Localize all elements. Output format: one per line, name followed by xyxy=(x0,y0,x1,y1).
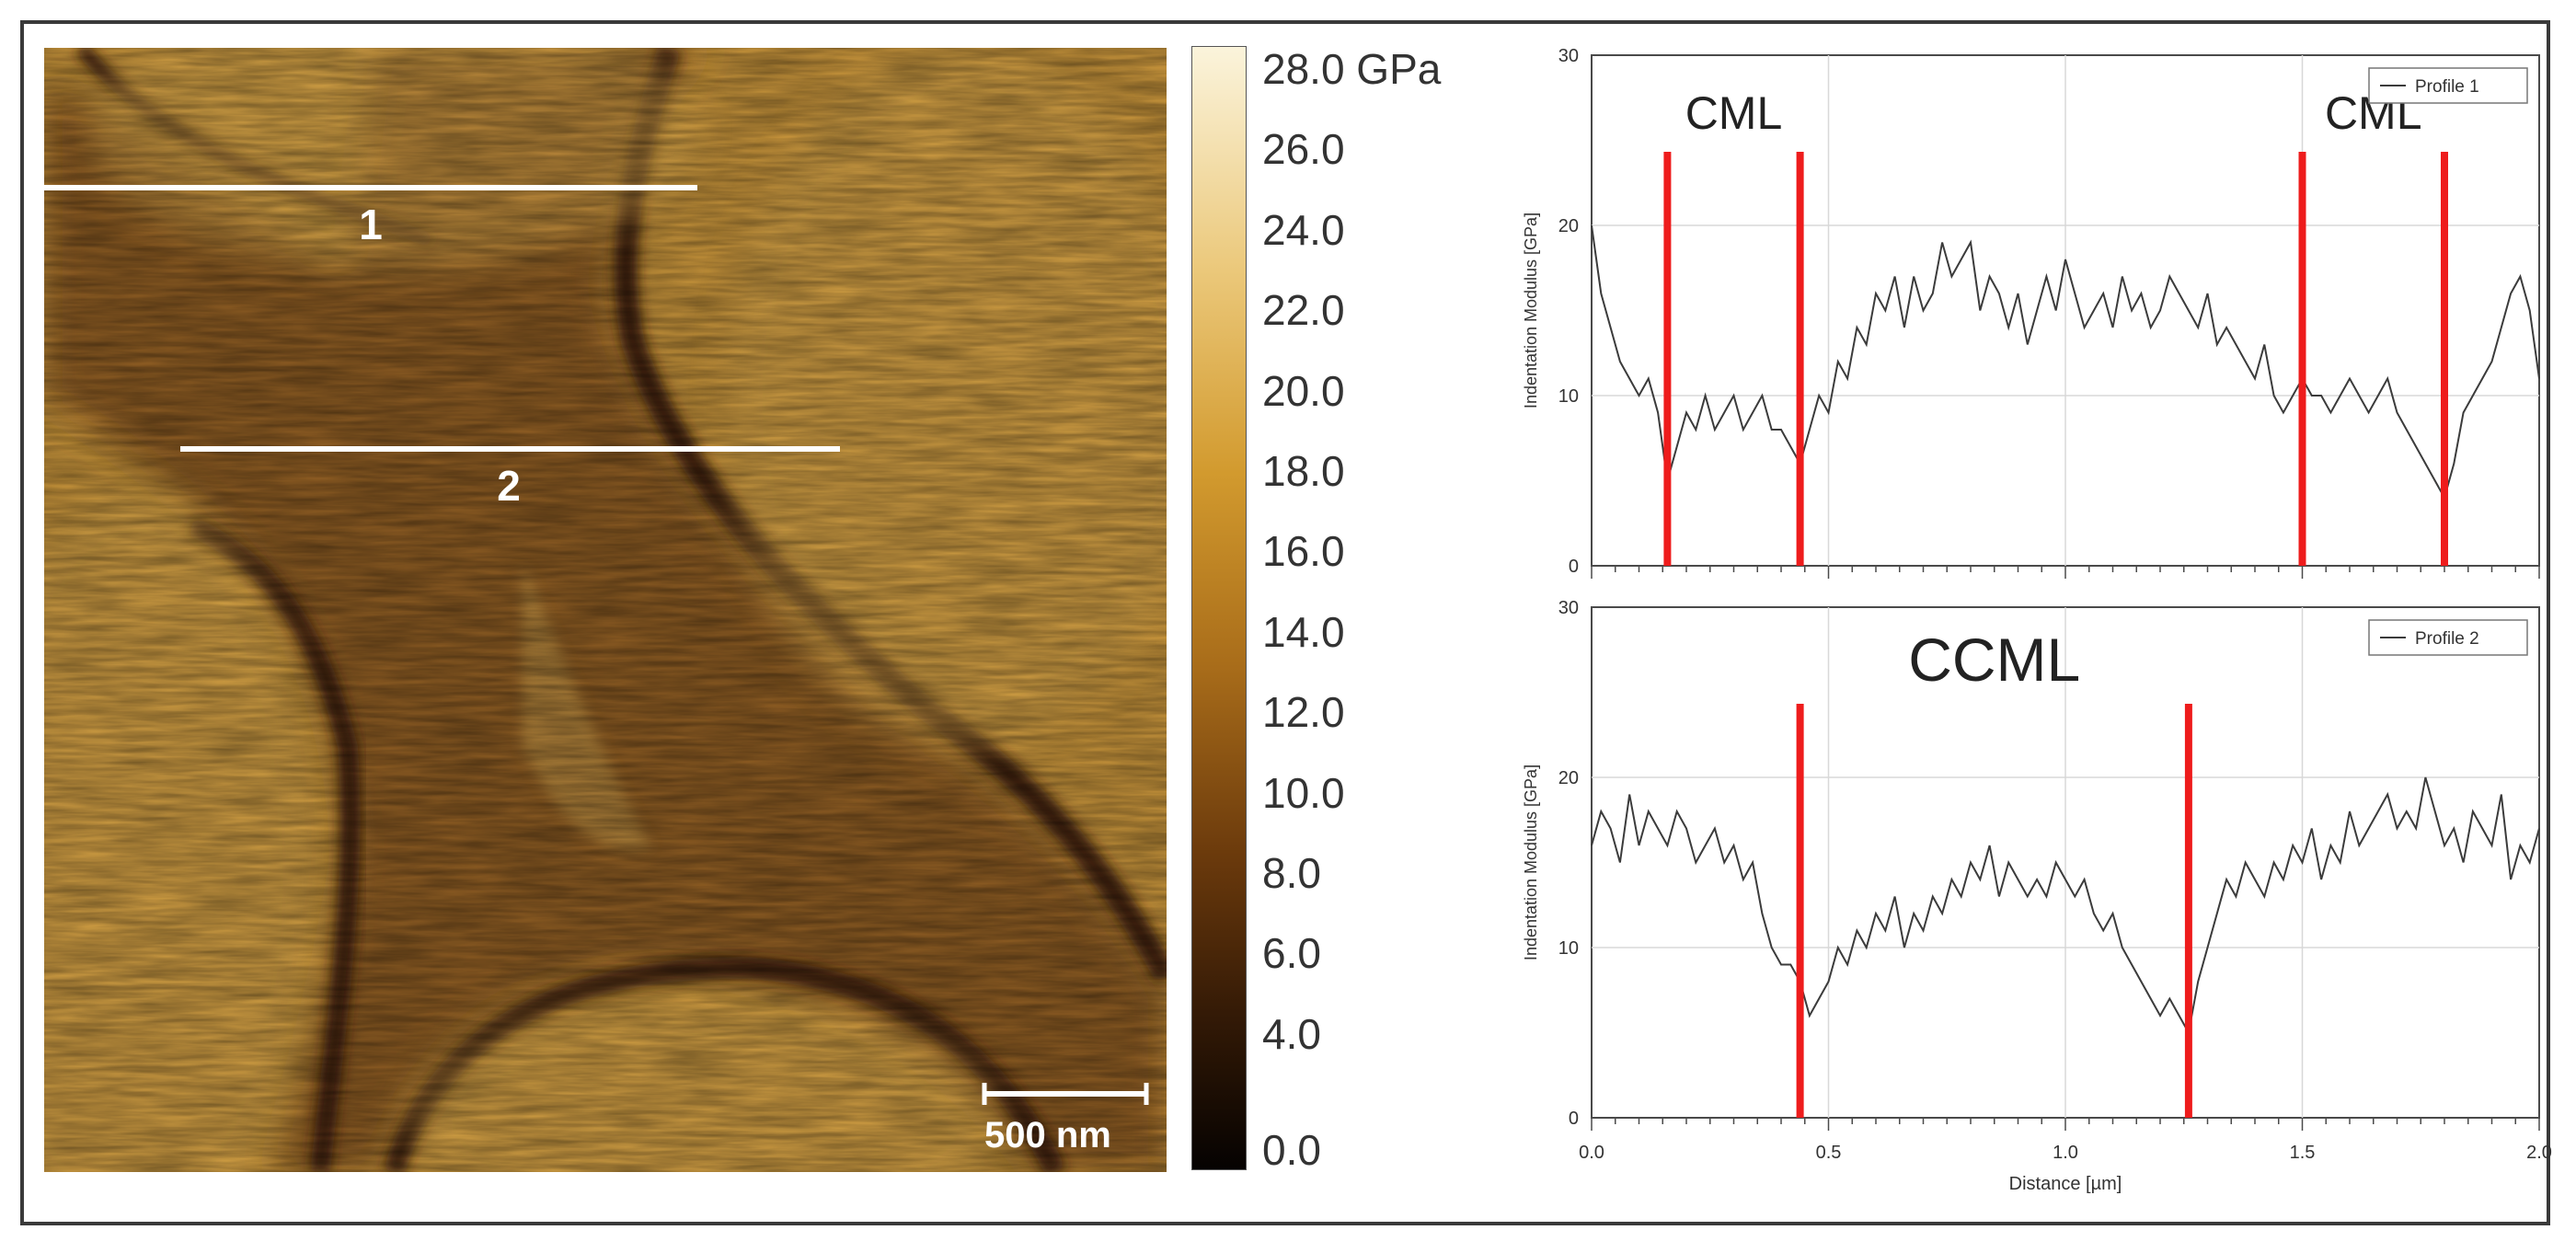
colorbar-title: 28.0 GPa xyxy=(1262,45,1442,93)
x-tick-label: 0.5 xyxy=(1816,1143,1842,1163)
colorbar xyxy=(1191,46,1247,1170)
y-tick-label: 10 xyxy=(1558,938,1579,959)
y-tick-label: 30 xyxy=(1558,598,1579,618)
colorbar-tick: 14.0 xyxy=(1262,608,1345,656)
colorbar-tick: 0.0 xyxy=(1262,1126,1321,1174)
colorbar-tick: 18.0 xyxy=(1262,447,1345,495)
y-tick-label: 0 xyxy=(1569,1109,1579,1129)
figure-frame xyxy=(20,20,2550,1225)
colorbar-tick: 24.0 xyxy=(1262,206,1345,254)
colorbar-tick: 16.0 xyxy=(1262,527,1345,575)
y-tick-label: 20 xyxy=(1558,216,1579,236)
y-tick-label: 20 xyxy=(1558,768,1579,788)
profile-line-2-label: 2 xyxy=(497,462,521,510)
x-tick-label: 1.0 xyxy=(2053,1143,2078,1163)
y-axis-label: Indentation Modulus [GPa] xyxy=(1522,764,1540,960)
y-axis-label: Indentation Modulus [GPa] xyxy=(1522,213,1540,408)
colorbar-tick: 12.0 xyxy=(1262,688,1345,736)
region-label: CML xyxy=(1685,87,1783,139)
profile-line-1-label: 1 xyxy=(359,201,383,248)
x-tick-label: 1.5 xyxy=(2290,1143,2316,1163)
colorbar-tick: 20.0 xyxy=(1262,367,1345,415)
x-tick-label: 2.0 xyxy=(2526,1143,2552,1163)
x-axis-label: Distance [µm] xyxy=(2009,1174,2122,1194)
legend-label: Profile 1 xyxy=(2415,77,2479,97)
colorbar-tick: 26.0 xyxy=(1262,125,1345,173)
region-label: CCML xyxy=(1908,626,2080,694)
x-tick-label: 0.0 xyxy=(1579,1143,1604,1163)
colorbar-tick: 10.0 xyxy=(1262,769,1345,817)
y-tick-label: 10 xyxy=(1558,386,1579,407)
y-tick-label: 0 xyxy=(1569,557,1579,577)
colorbar-tick: 6.0 xyxy=(1262,929,1321,977)
profile-2-panel: 30 20 10 00.0 0.5 1.0 1.5 2.0 Indentation Modulu… xyxy=(1522,598,2552,1194)
colorbar-tick: 22.0 xyxy=(1262,286,1345,334)
colorbar-tick: 8.0 xyxy=(1262,849,1321,897)
afm-modulus-map: 1 2 xyxy=(44,48,1167,1172)
y-tick-label: 30 xyxy=(1558,46,1579,66)
legend-label: Profile 2 xyxy=(2415,629,2479,649)
colorbar-tick: 4.0 xyxy=(1262,1010,1321,1058)
scale-bar-label: 500 nm xyxy=(984,1115,1111,1155)
